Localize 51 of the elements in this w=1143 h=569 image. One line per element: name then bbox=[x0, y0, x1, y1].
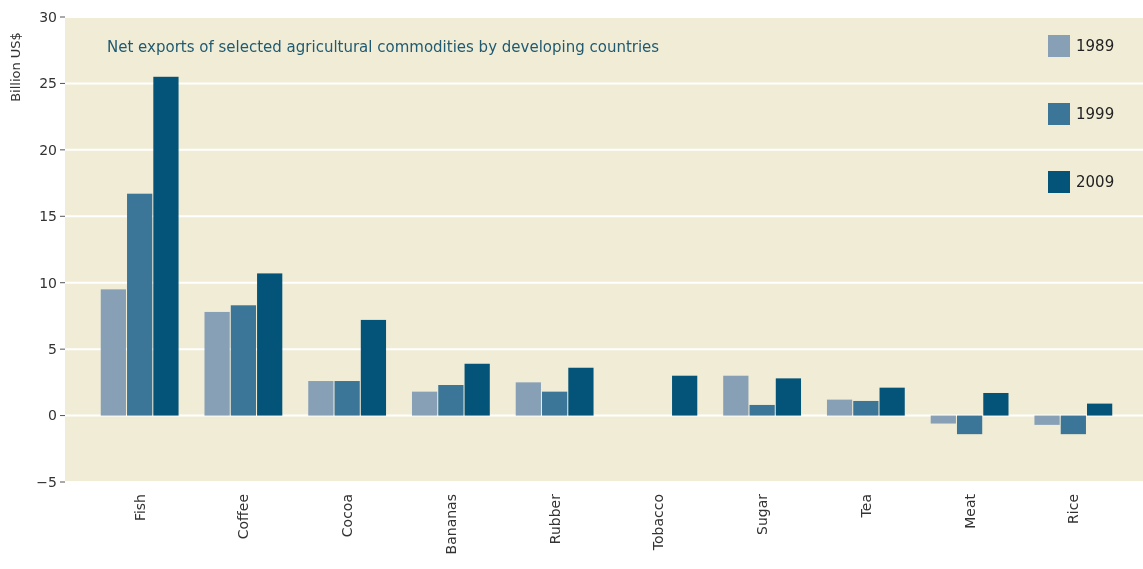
x-tick-label: Rice bbox=[1065, 494, 1082, 524]
bar bbox=[515, 382, 541, 416]
bar bbox=[1060, 415, 1086, 435]
bar bbox=[775, 378, 802, 416]
bar bbox=[257, 273, 283, 416]
bar bbox=[334, 381, 360, 416]
y-tick-label: −5 bbox=[36, 473, 57, 490]
x-tick-label: Tea bbox=[857, 494, 874, 519]
legend-label: 1999 bbox=[1076, 105, 1115, 124]
bar bbox=[672, 375, 698, 416]
bar bbox=[411, 391, 438, 416]
y-tick-label: 5 bbox=[48, 341, 57, 358]
x-tick-label: Sugar bbox=[754, 493, 771, 535]
y-tick-label: 30 bbox=[39, 8, 57, 25]
bar bbox=[360, 319, 387, 416]
bar bbox=[542, 391, 568, 416]
bar bbox=[127, 193, 153, 416]
y-tick-label: 10 bbox=[39, 274, 57, 291]
bar bbox=[153, 76, 179, 416]
y-tick-label: 0 bbox=[48, 407, 57, 424]
x-tick-label: Bananas bbox=[442, 494, 459, 555]
legend-label: 1989 bbox=[1076, 37, 1115, 56]
legend-label: 2009 bbox=[1076, 173, 1115, 192]
bar bbox=[723, 375, 749, 416]
bar bbox=[230, 305, 257, 416]
bar bbox=[1034, 415, 1060, 425]
bar bbox=[308, 381, 334, 416]
y-tick-label: 15 bbox=[39, 208, 57, 225]
bar bbox=[100, 289, 126, 416]
bar bbox=[879, 387, 905, 416]
y-tick-label: 25 bbox=[39, 75, 57, 92]
x-tick-label: Coffee bbox=[235, 494, 252, 540]
x-tick-label: Fish bbox=[131, 494, 148, 522]
bar bbox=[204, 311, 230, 416]
bar bbox=[1087, 403, 1113, 416]
bar bbox=[983, 392, 1009, 416]
bar bbox=[438, 385, 464, 416]
bar bbox=[568, 367, 594, 416]
text: Net exports of selected agricultural commodities by developing countries bbox=[107, 38, 660, 56]
y-tick-label: 20 bbox=[39, 141, 57, 158]
bar bbox=[853, 400, 879, 416]
bar bbox=[930, 415, 956, 424]
x-tick-label: Cocoa bbox=[339, 494, 356, 538]
bar bbox=[826, 399, 853, 416]
x-tick-label: Rubber bbox=[546, 493, 563, 545]
bar bbox=[956, 415, 983, 435]
bar bbox=[749, 404, 775, 416]
y-axis-title: Billion US$ bbox=[8, 32, 23, 102]
x-tick-label: Meat bbox=[961, 493, 978, 529]
x-tick-label: Tobacco bbox=[650, 494, 667, 552]
bar bbox=[464, 363, 490, 416]
